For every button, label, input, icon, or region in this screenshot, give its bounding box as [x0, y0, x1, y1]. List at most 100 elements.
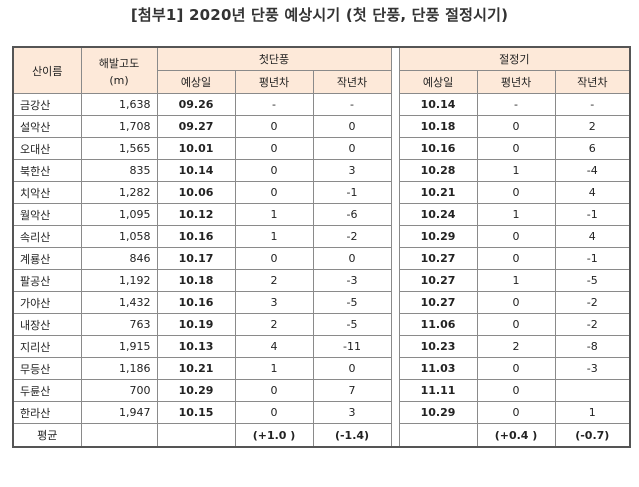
- altitude-value: 1,432: [80, 291, 158, 314]
- first-vs-last: 7: [312, 379, 392, 402]
- altitude-unit: (m): [109, 73, 129, 87]
- first-vs-last: -1: [312, 181, 392, 204]
- altitude-value: 1,095: [80, 203, 158, 226]
- altitude-value: 835: [80, 159, 158, 182]
- column-gap: [390, 115, 400, 138]
- peak-vs-last: -1: [554, 247, 631, 270]
- first-vs-last-header: 작년차: [312, 70, 392, 94]
- altitude-value: 1,186: [80, 357, 158, 380]
- peak-expected-date: 10.27: [398, 291, 478, 314]
- peak-expected-date: 11.06: [398, 313, 478, 336]
- peak-vs-last: -4: [554, 159, 631, 182]
- altitude-value: 846: [80, 247, 158, 270]
- column-gap: [390, 401, 400, 424]
- first-vs-avg: 0: [234, 401, 314, 424]
- first-vs-avg: 0: [234, 181, 314, 204]
- altitude-value: 1,282: [80, 181, 158, 204]
- peak-vs-avg: 0: [476, 379, 556, 402]
- table-row: 월악산 1,095 10.12 1 -6 10.24 1 -1: [12, 203, 631, 226]
- average-peak-date-cell: [398, 423, 478, 448]
- first-expected-date: 10.16: [156, 225, 236, 248]
- peak-vs-avg: 2: [476, 335, 556, 358]
- peak-expected-header: 예상일: [398, 70, 478, 94]
- peak-vs-avg: -: [476, 93, 556, 116]
- altitude-value: 1,192: [80, 269, 158, 292]
- first-vs-avg: 0: [234, 159, 314, 182]
- first-vs-avg: 1: [234, 203, 314, 226]
- first-vs-last: 3: [312, 401, 392, 424]
- table-row: 북한산 835 10.14 0 3 10.28 1 -4: [12, 159, 631, 182]
- peak-vs-avg: 0: [476, 313, 556, 336]
- average-first-date-cell: [156, 423, 236, 448]
- first-vs-avg: 4: [234, 335, 314, 358]
- column-gap: [390, 203, 400, 226]
- first-vs-last: -3: [312, 269, 392, 292]
- table-row: 설악산 1,708 09.27 0 0 10.18 0 2: [12, 115, 631, 138]
- mountain-name: 치악산: [12, 181, 82, 204]
- mountain-name: 내장산: [12, 313, 82, 336]
- column-gap: [390, 47, 400, 94]
- average-first-vs-last: (-1.4): [312, 423, 392, 448]
- first-vs-avg: 1: [234, 225, 314, 248]
- peak-expected-date: 10.27: [398, 247, 478, 270]
- first-expected-date: 10.06: [156, 181, 236, 204]
- page-title: [첨부1] 2020년 단풍 예상시기 (첫 단풍, 단풍 절정시기): [130, 6, 509, 24]
- mountain-name: 금강산: [12, 93, 82, 116]
- first-vs-avg: 1: [234, 357, 314, 380]
- mountain-name: 계룡산: [12, 247, 82, 270]
- mountain-name: 월악산: [12, 203, 82, 226]
- average-peak-vs-avg: (+0.4 ): [476, 423, 556, 448]
- average-first-vs-avg: (+1.0 ): [234, 423, 314, 448]
- column-gap: [390, 313, 400, 336]
- table-row: 두륜산 700 10.29 0 7 11.11 0: [12, 379, 631, 402]
- peak-vs-avg: 0: [476, 247, 556, 270]
- peak-vs-avg: 0: [476, 401, 556, 424]
- peak-vs-last: -8: [554, 335, 631, 358]
- foliage-table: 산이름 해발고도 (m) 첫단풍 절정기 예상일 평년차 작년차 예상일 평년차…: [12, 46, 632, 448]
- first-expected-date: 09.27: [156, 115, 236, 138]
- table-row: 팔공산 1,192 10.18 2 -3 10.27 1 -5: [12, 269, 631, 292]
- first-vs-avg: -: [234, 93, 314, 116]
- first-vs-last: 0: [312, 247, 392, 270]
- first-vs-avg-header: 평년차: [234, 70, 314, 94]
- altitude-value: 1,565: [80, 137, 158, 160]
- first-vs-avg: 0: [234, 115, 314, 138]
- mountain-name: 지리산: [12, 335, 82, 358]
- altitude-value: 1,058: [80, 225, 158, 248]
- peak-vs-last: 2: [554, 115, 631, 138]
- table-row: 내장산 763 10.19 2 -5 11.06 0 -2: [12, 313, 631, 336]
- column-gap: [390, 137, 400, 160]
- peak-vs-last: 4: [554, 225, 631, 248]
- first-expected-date: 10.18: [156, 269, 236, 292]
- peak-vs-last: 4: [554, 181, 631, 204]
- mountain-name: 오대산: [12, 137, 82, 160]
- first-vs-last: -: [312, 93, 392, 116]
- first-vs-last: 0: [312, 115, 392, 138]
- peak-vs-avg: 1: [476, 203, 556, 226]
- column-gap: [390, 335, 400, 358]
- peak-vs-avg: 0: [476, 225, 556, 248]
- peak-vs-avg: 0: [476, 357, 556, 380]
- first-vs-last: 0: [312, 137, 392, 160]
- table-row: 지리산 1,915 10.13 4 -11 10.23 2 -8: [12, 335, 631, 358]
- first-vs-avg: 2: [234, 313, 314, 336]
- peak-vs-last: 1: [554, 401, 631, 424]
- column-gap: [390, 247, 400, 270]
- first-vs-last: -11: [312, 335, 392, 358]
- peak-expected-date: 10.27: [398, 269, 478, 292]
- first-vs-last: -5: [312, 291, 392, 314]
- altitude-value: 1,915: [80, 335, 158, 358]
- column-gap: [390, 269, 400, 292]
- peak-vs-avg: 0: [476, 115, 556, 138]
- first-expected-header: 예상일: [156, 70, 236, 94]
- peak-expected-date: 10.18: [398, 115, 478, 138]
- column-gap: [390, 357, 400, 380]
- average-alt-cell: [80, 423, 158, 448]
- altitude-label: 해발고도: [98, 56, 140, 70]
- column-gap: [390, 93, 400, 116]
- peak-expected-date: 10.29: [398, 225, 478, 248]
- altitude-value: 1,638: [80, 93, 158, 116]
- first-vs-last: -5: [312, 313, 392, 336]
- col-altitude-header: 해발고도 (m): [80, 46, 158, 94]
- peak-vs-last: -1: [554, 203, 631, 226]
